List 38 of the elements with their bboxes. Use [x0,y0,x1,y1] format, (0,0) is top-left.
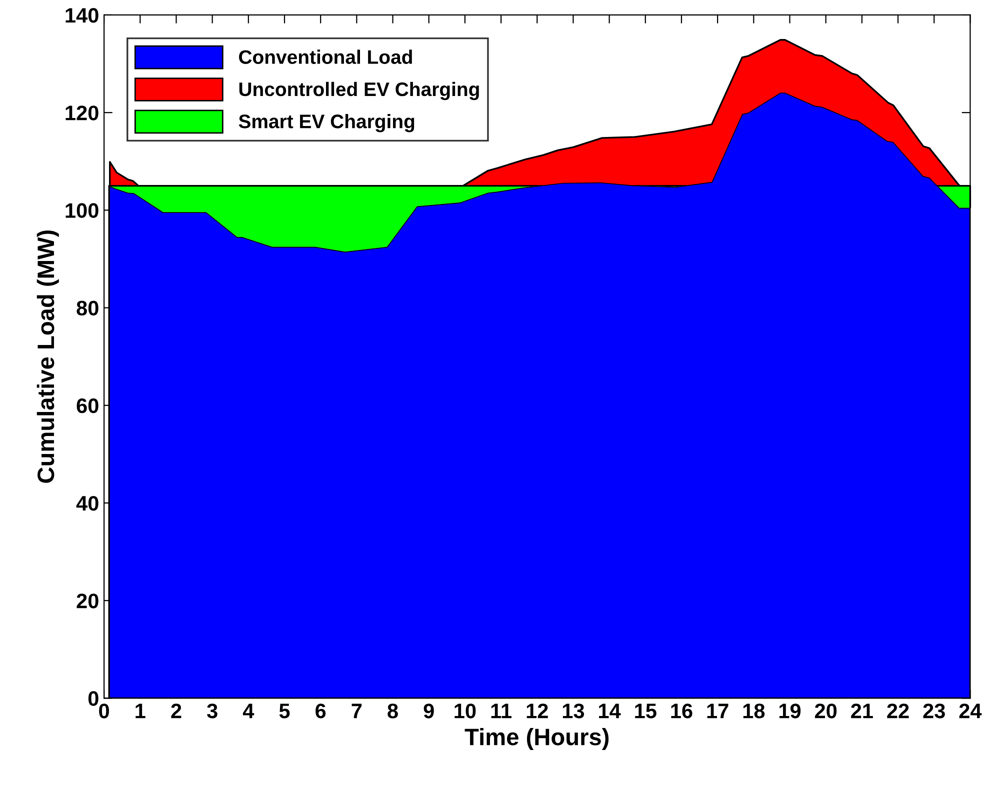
x-tick-label: 12 [526,704,548,718]
x-tick-label: 6 [316,704,326,718]
x-tick-label: 1 [136,704,146,718]
x-tick-label: 3 [207,704,218,718]
x-axis-title: Time (Hours) [464,728,609,750]
y-tick-label: 60 [76,398,98,414]
x-tick-label: 5 [279,704,290,718]
y-tick-label: 100 [66,203,98,218]
x-tick-label: 15 [635,704,656,718]
x-tick-label: 16 [671,704,692,718]
legend-label: Conventional Load [239,50,412,64]
x-tick-label: 2 [171,704,182,718]
x-tick-label: 24 [959,704,982,718]
y-tick-label: 120 [66,106,98,120]
x-tick-label: 11 [491,704,512,718]
x-tick-label: 13 [562,704,584,718]
x-tick-label: 21 [851,704,873,718]
x-tick-label: 14 [599,704,621,718]
y-tick-label: 0 [88,691,98,706]
x-tick-label: 22 [887,704,909,718]
legend-label: Uncontrolled EV Charging [239,82,479,100]
x-tick-label: 18 [743,704,765,718]
y-tick-label: 40 [76,496,98,511]
y-tick-label: 140 [66,8,98,23]
y-tick-label: 20 [76,594,98,608]
x-tick-label: 0 [99,704,109,718]
x-tick-label: 17 [707,704,728,718]
x-tick-label: 23 [923,704,945,718]
y-axis-title: Cumulative Load (MW) [36,230,59,483]
legend-label: Smart EV Charging [238,114,414,132]
x-tick-label: 7 [352,704,362,718]
y-tick-label: 80 [76,300,98,316]
x-tick-label: 9 [424,704,434,718]
x-tick-label: 4 [242,704,254,718]
x-tick-label: 19 [779,704,801,718]
x-tick-label: 20 [814,704,837,718]
x-tick-label: 8 [388,704,398,718]
x-tick-label: 10 [454,704,476,718]
